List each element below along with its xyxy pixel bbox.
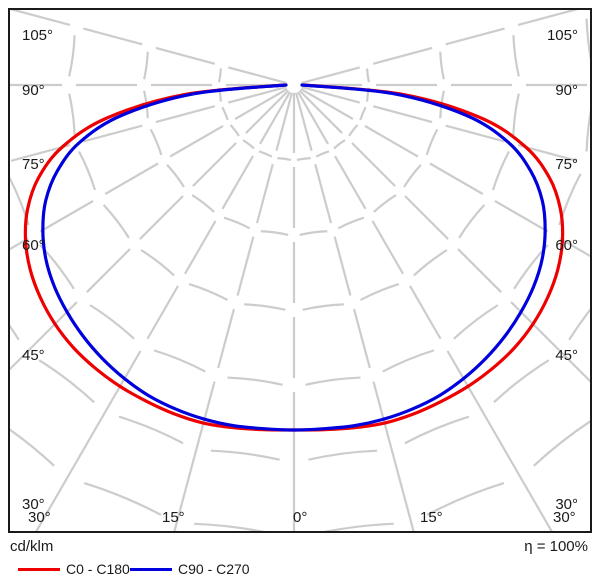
angle-label-left-3: 60° [22, 237, 45, 254]
angle-label-left-2: 75° [22, 156, 45, 173]
angle-label-left-5: 30° [22, 496, 45, 513]
angle-label-bottom-0: 30° [28, 509, 51, 526]
legend-item-c0-c180: C0 - C180 [18, 561, 130, 577]
legend-item-c90-c270: C90 - C270 [130, 561, 250, 577]
angle-label-left-1: 90° [22, 82, 45, 99]
angle-label-bottom-4: 30° [553, 509, 576, 526]
legend-label-c90-c270: C90 - C270 [178, 561, 250, 577]
angle-label-bottom-3: 15° [420, 509, 443, 526]
legend-bar: cd/klm η = 100% C0 - C180 C90 - C270 [0, 533, 600, 588]
angle-label-left-4: 45° [22, 347, 45, 364]
angle-label-right-1: 90° [555, 82, 578, 99]
efficiency-label: η = 100% [524, 538, 588, 555]
angle-label-bottom-1: 15° [162, 509, 185, 526]
polar-gridlines [10, 10, 590, 531]
unit-label: cd/klm [10, 538, 54, 555]
polar-grid-and-curves [10, 10, 590, 531]
angle-label-right-5: 30° [555, 496, 578, 513]
curve-c90-c270 [41, 83, 547, 432]
angle-label-right-0: 105° [546, 27, 578, 44]
polar-plot-area: 105° 90° 75° 60° 45° 30° 105° 90° 75° 60° 45° 30° … [8, 8, 592, 533]
angle-label-right-3: 60° [555, 237, 578, 254]
angle-label-right-4: 45° [555, 347, 578, 364]
angle-label-right-2: 75° [555, 156, 578, 173]
legend-swatch-c0-c180 [18, 567, 60, 571]
legend-label-c0-c180: C0 - C180 [66, 561, 130, 577]
legend-swatch-c90-c270 [130, 567, 172, 571]
angle-label-left-0: 105° [22, 27, 54, 44]
angle-label-bottom-2: 0° [293, 509, 308, 526]
